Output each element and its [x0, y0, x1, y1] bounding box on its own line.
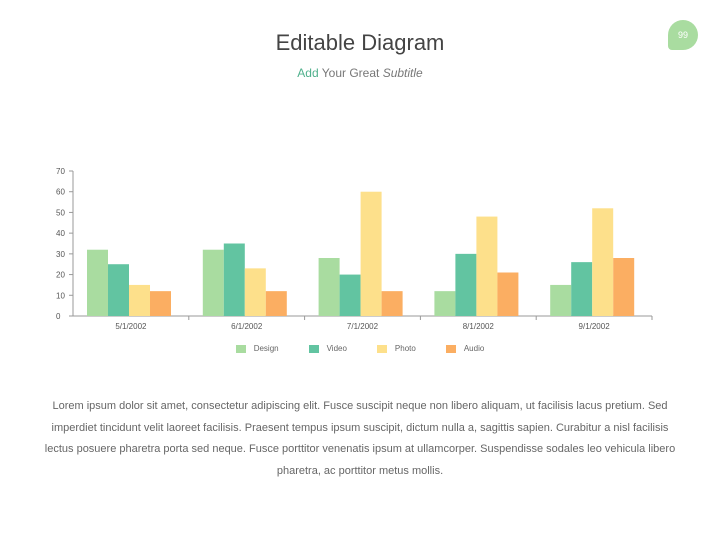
legend-item-video: Video — [308, 344, 347, 353]
x-tick-label: 7/1/2002 — [347, 322, 379, 331]
legend-item-photo: Photo — [376, 344, 416, 353]
legend-swatch — [376, 344, 387, 353]
bar-design-2 — [318, 258, 340, 316]
bar-video-3 — [455, 253, 477, 316]
body-paragraph: Lorem ipsum dolor sit amet, consectetur … — [44, 400, 676, 477]
bar-design-4 — [550, 284, 572, 316]
legend-swatch — [235, 344, 246, 353]
legend-swatch — [308, 344, 319, 353]
subtitle-accent: Add — [297, 66, 319, 80]
x-tick-label: 5/1/2002 — [115, 322, 147, 331]
x-tick-label: 8/1/2002 — [463, 322, 495, 331]
legend-swatch — [445, 344, 456, 353]
bar-video-2 — [339, 274, 361, 316]
bar-photo-2 — [360, 191, 382, 316]
bar-video-0 — [108, 264, 129, 316]
bar-audio-0 — [150, 291, 171, 316]
subtitle-middle: Your Great — [321, 66, 380, 80]
legend-item-audio: Audio — [445, 344, 485, 353]
chart-legend: Design Video Photo Audio — [0, 344, 720, 353]
y-tick-label: 10 — [56, 291, 65, 300]
bar-video-4 — [571, 262, 593, 316]
subtitle-italic: Subtitle — [382, 66, 423, 80]
bar-design-0 — [87, 249, 108, 316]
bar-photo-3 — [476, 216, 498, 316]
bar-photo-1 — [244, 268, 266, 316]
bar-chart: 0 10 20 30 40 50 60 70 5/1/2002 6/1/2002 7/1/2002 8… — [56, 167, 653, 331]
legend-label: Video — [326, 344, 347, 353]
y-tick-label: 20 — [56, 271, 65, 280]
legend-label: Design — [253, 344, 279, 353]
bar-design-1 — [202, 249, 224, 316]
bar-audio-4 — [613, 258, 635, 316]
bar-photo-0 — [129, 284, 150, 316]
y-tick-label: 50 — [56, 208, 65, 217]
legend-item-design: Design — [235, 344, 279, 353]
y-tick-label: 60 — [56, 188, 65, 197]
bar-audio-2 — [381, 291, 403, 316]
page-subtitle: Add Your Great Subtitle — [0, 66, 720, 80]
y-tick-label: 0 — [56, 312, 61, 321]
bar-video-1 — [223, 243, 245, 316]
y-tick-label: 70 — [56, 167, 65, 176]
x-tick-label: 6/1/2002 — [231, 322, 263, 331]
y-tick-label: 30 — [56, 250, 65, 259]
bar-design-3 — [434, 291, 456, 316]
y-tick-label: 40 — [56, 229, 65, 238]
bar-audio-1 — [265, 291, 287, 316]
x-tick-label: 9/1/2002 — [579, 322, 611, 331]
page-number-badge: 99 — [668, 20, 698, 50]
page-title: Editable Diagram — [275, 30, 445, 55]
legend-label: Photo — [394, 344, 416, 353]
legend-label: Audio — [463, 344, 485, 353]
bar-audio-3 — [497, 272, 519, 316]
bar-photo-4 — [592, 208, 614, 316]
